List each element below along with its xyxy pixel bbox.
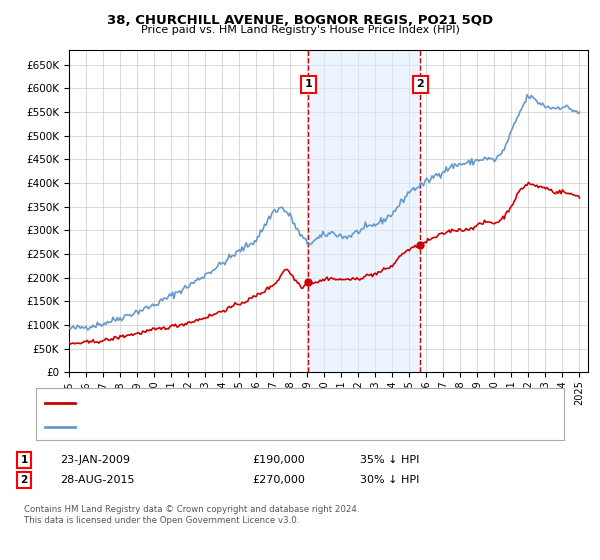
Text: £190,000: £190,000 [252, 455, 305, 465]
Text: 30% ↓ HPI: 30% ↓ HPI [360, 475, 419, 485]
Text: 1: 1 [20, 455, 28, 465]
Text: Contains HM Land Registry data © Crown copyright and database right 2024.
This d: Contains HM Land Registry data © Crown c… [24, 505, 359, 525]
Text: 38, CHURCHILL AVENUE, BOGNOR REGIS, PO21 5QD (detached house): 38, CHURCHILL AVENUE, BOGNOR REGIS, PO21… [81, 398, 448, 408]
Text: 23-JAN-2009: 23-JAN-2009 [60, 455, 130, 465]
Text: HPI: Average price, detached house, Arun: HPI: Average price, detached house, Arun [81, 422, 299, 432]
Text: £270,000: £270,000 [252, 475, 305, 485]
Text: Price paid vs. HM Land Registry's House Price Index (HPI): Price paid vs. HM Land Registry's House … [140, 25, 460, 35]
Text: 28-AUG-2015: 28-AUG-2015 [60, 475, 134, 485]
Text: 2: 2 [20, 475, 28, 485]
Bar [308, 50, 421, 372]
Text: 1: 1 [305, 79, 312, 89]
Text: 2: 2 [416, 79, 424, 89]
Text: 38, CHURCHILL AVENUE, BOGNOR REGIS, PO21 5QD: 38, CHURCHILL AVENUE, BOGNOR REGIS, PO21… [107, 14, 493, 27]
Text: 35% ↓ HPI: 35% ↓ HPI [360, 455, 419, 465]
